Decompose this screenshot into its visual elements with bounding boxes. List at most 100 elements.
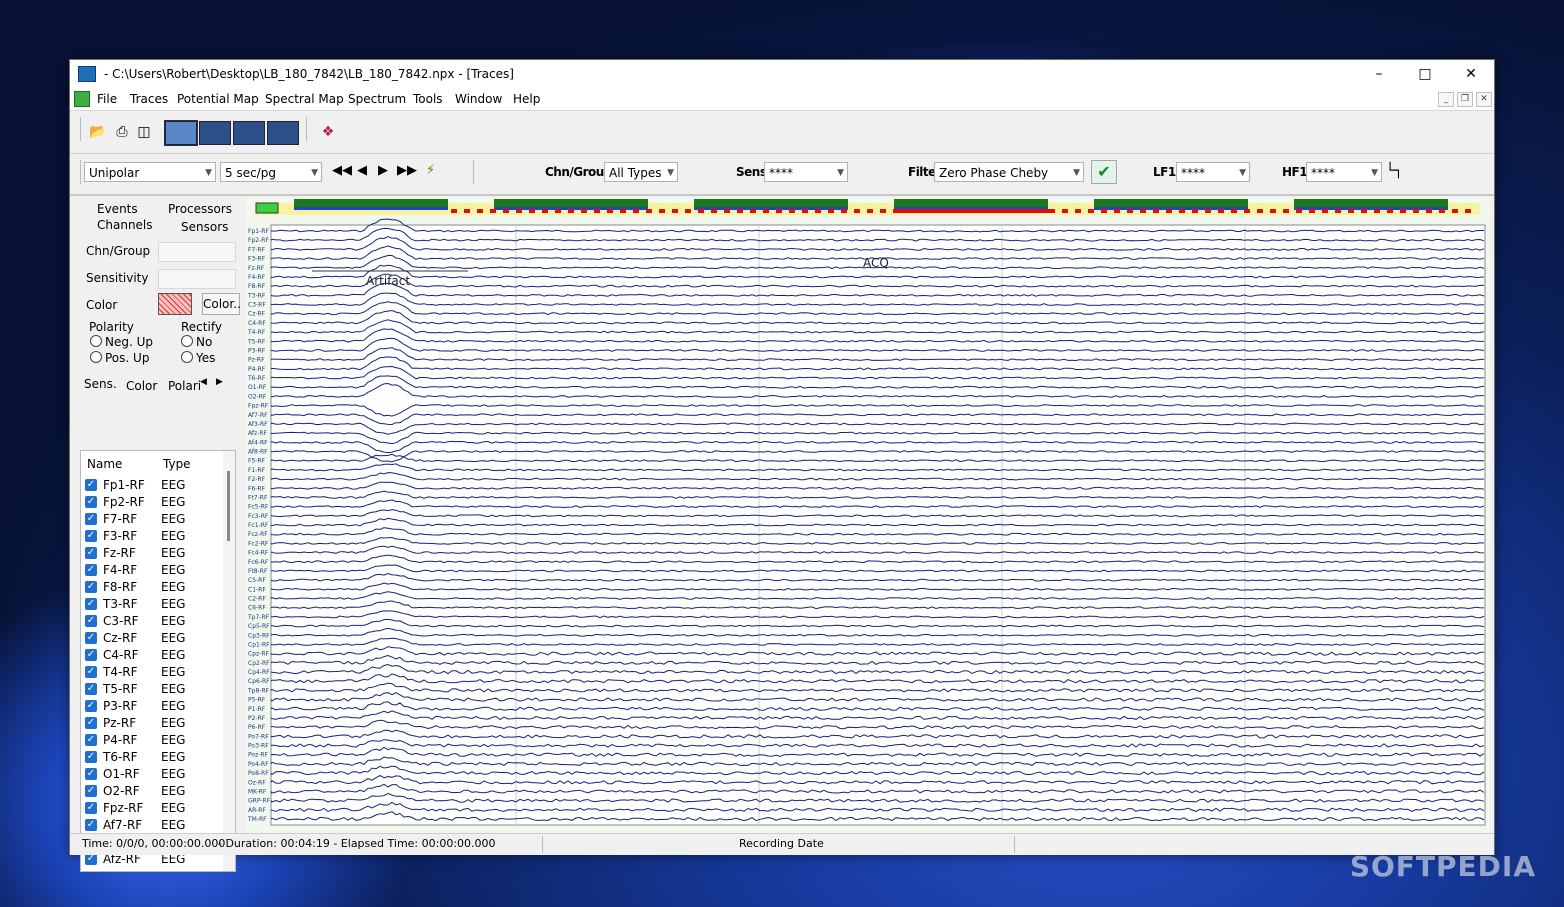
lf1-select[interactable]: **** ▼ [1176, 162, 1250, 182]
checkbox-checked-icon[interactable]: ✓ [85, 751, 97, 763]
subtab-polarity[interactable]: Polari [168, 379, 202, 393]
list-scrollbar[interactable] [223, 451, 235, 871]
tab-sensors[interactable]: Sensors [181, 220, 229, 234]
list-item[interactable]: ✓ O2-RF EEG [81, 783, 221, 800]
list-item[interactable]: ✓ Cz-RF EEG [81, 630, 221, 647]
rectify-yes-radio[interactable]: Yes [181, 351, 215, 365]
list-item[interactable]: ✓ T5-RF EEG [81, 681, 221, 698]
list-item[interactable]: ✓ C3-RF EEG [81, 613, 221, 630]
minimize-icon[interactable]: – [1375, 66, 1383, 82]
checkbox-checked-icon[interactable]: ✓ [85, 598, 97, 610]
checkbox-checked-icon[interactable]: ✓ [85, 496, 97, 508]
checkbox-checked-icon[interactable]: ✓ [85, 479, 97, 491]
list-item[interactable]: ✓ F4-RF EEG [81, 562, 221, 579]
filter-select[interactable]: Zero Phase Cheby ▼ [934, 162, 1084, 182]
list-item[interactable]: ✓ Fpz-RF EEG [81, 800, 221, 817]
list-item[interactable]: ✓ Fp1-RF EEG [81, 477, 221, 494]
column-header-type[interactable]: Type [163, 457, 191, 471]
polarity-pos-up-radio[interactable]: Pos. Up [90, 351, 149, 365]
list-item[interactable]: ✓ O1-RF EEG [81, 766, 221, 783]
apply-filter-checkmark-icon[interactable]: ✔ [1091, 160, 1117, 184]
checkbox-checked-icon[interactable]: ✓ [85, 666, 97, 678]
montage-select[interactable]: Unipolar ▼ [84, 162, 216, 182]
checkbox-checked-icon[interactable]: ✓ [85, 547, 97, 559]
maximize-icon[interactable]: □ [1418, 66, 1432, 82]
chn-group-field[interactable] [158, 242, 236, 262]
checkbox-checked-icon[interactable]: ✓ [85, 853, 97, 865]
print-preview-icon[interactable]: ◫ [137, 124, 151, 140]
column-header-name[interactable]: Name [87, 457, 123, 471]
last-page-icon[interactable]: ▶▶ [397, 163, 417, 178]
mdi-restore-icon[interactable]: ❐ [1457, 92, 1473, 107]
checkbox-checked-icon[interactable]: ✓ [85, 564, 97, 576]
channel-list[interactable]: Name Type ✓ Fp1-RF EEG ✓ Fp2-RF EEG ✓ F7-RF EEG ✓… [80, 450, 236, 872]
checkbox-checked-icon[interactable]: ✓ [85, 615, 97, 627]
next-page-icon[interactable]: ▶ [378, 163, 388, 178]
checkbox-checked-icon[interactable]: ✓ [85, 581, 97, 593]
potential-map-view-icon[interactable] [199, 121, 231, 145]
document-icon[interactable] [74, 91, 90, 107]
checkbox-checked-icon[interactable]: ✓ [85, 632, 97, 644]
polarity-neg-up-radio[interactable]: Neg. Up [90, 335, 153, 349]
checkbox-checked-icon[interactable]: ✓ [85, 717, 97, 729]
checkbox-checked-icon[interactable]: ✓ [85, 700, 97, 712]
checkbox-checked-icon[interactable]: ✓ [85, 819, 97, 831]
book-icon[interactable]: ❖ [321, 124, 335, 140]
menu-window[interactable]: Window [455, 92, 503, 106]
list-item[interactable]: ✓ T4-RF EEG [81, 664, 221, 681]
rectify-no-radio[interactable]: No [181, 335, 212, 349]
filter-response-icon[interactable]: └┐ [1386, 163, 1403, 179]
list-item[interactable]: ✓ T6-RF EEG [81, 749, 221, 766]
checkbox-checked-icon[interactable]: ✓ [85, 530, 97, 542]
list-item[interactable]: ✓ Af7-RF EEG [81, 817, 221, 834]
sens-select[interactable]: **** ▼ [764, 162, 848, 182]
menu-tools[interactable]: Tools [413, 92, 443, 106]
tab-scroll-left-icon[interactable]: ◀ [200, 377, 207, 387]
checkbox-checked-icon[interactable]: ✓ [85, 802, 97, 814]
scrollbar-thumb[interactable] [227, 471, 230, 541]
mdi-minimize-icon[interactable]: _ [1438, 92, 1454, 107]
list-item[interactable]: ✓ F7-RF EEG [81, 511, 221, 528]
menu-file[interactable]: File [97, 92, 118, 106]
traces-view[interactable]: Fp1-RF Fp2-RF F7-RF F3-RF Fz-RF F4-RF F8-RF T3-… [246, 197, 1490, 833]
tab-events[interactable]: Events [97, 202, 138, 216]
checkbox-checked-icon[interactable]: ✓ [85, 785, 97, 797]
menu-help[interactable]: Help [513, 92, 541, 106]
list-item[interactable]: ✓ P4-RF EEG [81, 732, 221, 749]
list-item[interactable]: ✓ Afz-RF EEG [81, 851, 221, 868]
tab-channels[interactable]: Channels [97, 218, 153, 232]
list-item[interactable]: ✓ F8-RF EEG [81, 579, 221, 596]
color-swatch[interactable] [158, 293, 192, 315]
checkbox-checked-icon[interactable]: ✓ [85, 649, 97, 661]
spectral-map-view-icon[interactable] [233, 121, 265, 145]
page-speed-select[interactable]: 5 sec/pg ▼ [220, 162, 322, 182]
color-button[interactable]: Color.. [202, 293, 241, 315]
lightning-icon[interactable]: ⚡ [426, 163, 436, 178]
list-item[interactable]: ✓ Pz-RF EEG [81, 715, 221, 732]
menu-potential-map[interactable]: Potential Map [177, 92, 259, 106]
list-item[interactable]: ✓ C4-RF EEG [81, 647, 221, 664]
chn-group-select[interactable]: All Types ▼ [604, 162, 678, 182]
checkbox-checked-icon[interactable]: ✓ [85, 768, 97, 780]
menu-spectral-map[interactable]: Spectral Map [265, 92, 344, 106]
prev-page-icon[interactable]: ◀ [357, 163, 367, 178]
traces-view-icon[interactable] [164, 120, 198, 146]
checkbox-checked-icon[interactable]: ✓ [85, 683, 97, 695]
checkbox-checked-icon[interactable]: ✓ [85, 734, 97, 746]
list-item[interactable]: ✓ F3-RF EEG [81, 528, 221, 545]
list-item[interactable]: ✓ Fp2-RF EEG [81, 494, 221, 511]
print-icon[interactable]: ⎙ [116, 124, 128, 140]
checkbox-checked-icon[interactable]: ✓ [85, 513, 97, 525]
subtab-color[interactable]: Color [126, 379, 158, 393]
first-page-icon[interactable]: ◀◀ [332, 163, 352, 178]
tab-processors[interactable]: Processors [168, 202, 233, 216]
hf1-select[interactable]: **** ▼ [1306, 162, 1382, 182]
menu-spectrum[interactable]: Spectrum [348, 92, 407, 106]
list-item[interactable]: ✓ Fz-RF EEG [81, 545, 221, 562]
eeg-traces-plot[interactable]: Fp1-RF Fp2-RF F7-RF F3-RF Fz-RF F4-RF F8-RF T3-… [246, 197, 1490, 833]
mdi-close-icon[interactable]: ✕ [1476, 92, 1492, 107]
open-folder-icon[interactable]: 📂 [89, 124, 107, 140]
sensitivity-field[interactable] [158, 269, 236, 289]
list-item[interactable]: ✓ P3-RF EEG [81, 698, 221, 715]
spectrum-view-icon[interactable] [267, 121, 299, 145]
